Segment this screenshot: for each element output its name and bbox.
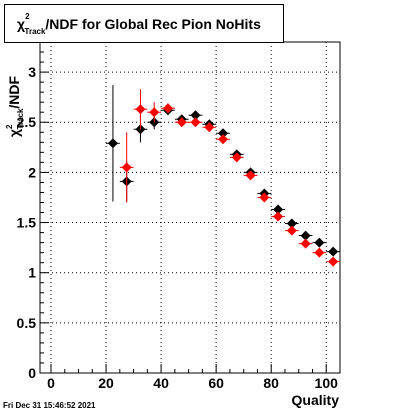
diamond-marker: [300, 230, 311, 241]
series-1-point: [216, 134, 230, 145]
diamond-marker: [176, 117, 187, 128]
y-tick-label: 0.5: [17, 315, 37, 331]
series-1-point: [298, 238, 313, 249]
data-markers: [106, 85, 340, 267]
series-1-point: [284, 225, 299, 236]
x-tick-label: 80: [263, 375, 279, 391]
diamond-marker: [218, 134, 229, 145]
series-0-point: [188, 110, 203, 121]
y-axis-title-sup: 2: [5, 124, 14, 129]
x-tick-label: 100: [315, 375, 339, 391]
y-axis-title-rest: /NDF: [6, 75, 22, 108]
series-1-point: [271, 211, 285, 222]
diamond-marker: [259, 192, 270, 203]
series-0-point: [271, 204, 285, 215]
series-1-point: [257, 192, 272, 203]
series-1-point: [326, 256, 340, 267]
diamond-marker: [286, 218, 297, 229]
series-0-point: [106, 85, 120, 202]
series-1-point: [161, 103, 175, 114]
series-1-point: [243, 170, 258, 181]
y-tick-label: 1.5: [17, 215, 37, 231]
series-0-point: [216, 128, 230, 139]
y-tick-label: 0: [28, 365, 36, 381]
grid-lines: [40, 42, 340, 374]
diamond-marker: [107, 138, 118, 149]
y-tick-label: 2.5: [17, 114, 37, 130]
diamond-marker: [314, 247, 325, 258]
title-sub: Track: [25, 27, 46, 36]
series-1-point: [133, 89, 148, 130]
series-0-point: [298, 230, 313, 241]
y-axis-title-chi: χ: [6, 129, 22, 137]
timestamp: Fri Dec 31 15:46:52 2021: [3, 401, 96, 410]
x-tick-label: 20: [98, 375, 114, 391]
diamond-marker: [273, 204, 284, 215]
series-1-point: [188, 117, 203, 128]
diamond-marker: [231, 152, 242, 163]
series-1-point: [119, 132, 134, 203]
series-0-point: [326, 246, 340, 257]
diamond-marker: [314, 237, 325, 248]
title-sup: 2: [25, 12, 30, 21]
y-axis-title-sub: Track: [16, 108, 25, 129]
series-1-point: [174, 117, 189, 128]
title-rest: /NDF for Global Rec Pion NoHits: [45, 16, 261, 32]
diamond-marker: [190, 117, 201, 128]
diamond-marker: [218, 128, 229, 139]
series-0-point: [284, 218, 299, 229]
series-1-point: [312, 247, 327, 258]
series-1-point: [147, 102, 162, 123]
diamond-marker: [245, 170, 256, 181]
y-axis-title: χ2 Track/NDF: [5, 75, 25, 137]
diamond-marker: [273, 211, 284, 222]
diamond-marker: [286, 225, 297, 236]
series-0-point: [312, 237, 327, 248]
diamond-marker: [162, 103, 173, 114]
title-chi: χ: [17, 16, 25, 32]
diamond-marker: [135, 104, 146, 115]
diamond-marker: [328, 246, 339, 257]
chart-title-box: χ2 Track/NDF for Global Rec Pion NoHits: [4, 4, 284, 43]
x-tick-label: 0: [47, 375, 55, 391]
axes: 0 20 40 60 80 100 0 0.5 1 1.5 2 2.5 3: [17, 41, 341, 391]
y-tick-label: 3: [28, 64, 36, 80]
diamond-marker: [300, 238, 311, 249]
series-1-point: [229, 152, 244, 163]
diamond-marker: [149, 107, 160, 118]
diamond-marker: [328, 256, 339, 267]
x-tick-label: 40: [153, 375, 169, 391]
diamond-marker: [204, 122, 215, 133]
series-1-point: [202, 122, 217, 133]
plot-frame: [39, 41, 341, 374]
diamond-marker: [121, 162, 132, 173]
y-tick-label: 2: [28, 164, 36, 180]
diamond-marker: [190, 110, 201, 121]
x-tick-label: 60: [208, 375, 224, 391]
x-axis-title: Quality: [292, 392, 340, 408]
y-tick-label: 1: [28, 265, 36, 281]
